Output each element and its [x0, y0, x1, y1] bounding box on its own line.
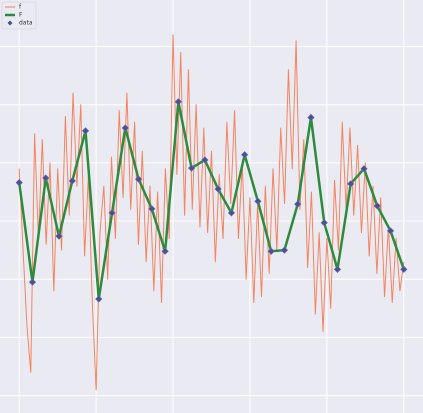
legend-label: F — [19, 12, 23, 19]
data-point — [307, 113, 315, 122]
data-point — [121, 124, 129, 132]
data-point — [320, 219, 328, 227]
data-point — [161, 247, 169, 255]
data-point — [360, 165, 368, 173]
data-point — [187, 164, 196, 172]
series-line — [18, 34, 405, 391]
data-point — [134, 175, 143, 183]
data-point — [55, 232, 63, 240]
data-point — [267, 247, 275, 255]
data-point — [227, 209, 236, 217]
data-point — [95, 295, 103, 303]
series-line — [17, 100, 405, 301]
legend-label: f — [19, 4, 22, 11]
data-point — [294, 200, 302, 208]
data-point — [280, 246, 289, 254]
data-point — [254, 197, 262, 205]
data-point — [108, 209, 116, 217]
data-point — [81, 127, 90, 135]
data-point — [148, 205, 156, 213]
data-point — [333, 265, 342, 273]
data-point — [68, 177, 76, 185]
legend-swatch — [7, 20, 13, 26]
data-point — [42, 174, 50, 182]
data-point — [214, 185, 222, 193]
data-point — [400, 265, 408, 273]
data-point — [201, 156, 209, 164]
data-point — [15, 179, 23, 187]
data-point — [347, 180, 355, 188]
data-point — [386, 227, 395, 235]
legend-label: data — [19, 20, 33, 27]
data-point — [241, 151, 249, 159]
data-point — [373, 202, 381, 210]
data-point — [28, 278, 37, 286]
data-point — [174, 98, 182, 106]
